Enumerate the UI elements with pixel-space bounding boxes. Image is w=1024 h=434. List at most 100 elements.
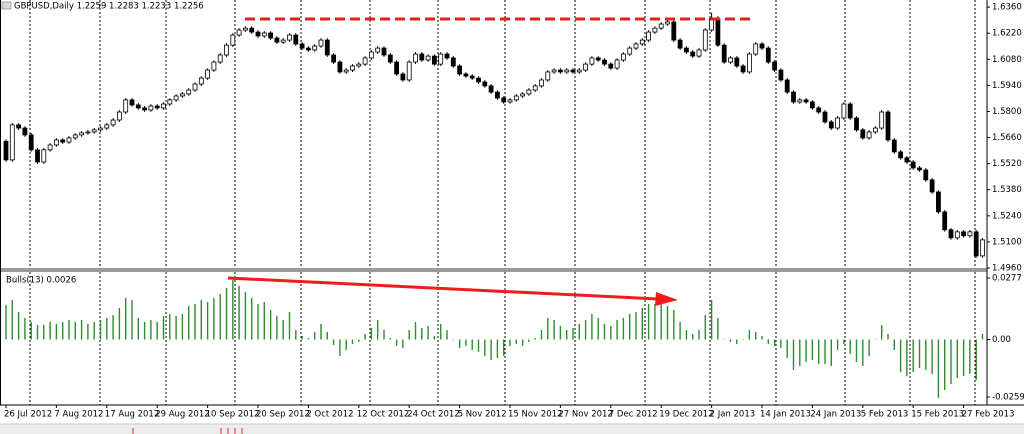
candle-body [47,144,53,151]
candle-body [242,27,248,31]
candle-body [778,69,784,81]
candle-body [318,39,324,47]
candle-body [255,31,261,37]
candle-body [60,139,66,143]
candle-body [22,127,28,136]
x-tick-label: 7 Dec 2012 [609,410,658,420]
x-tick-label: 5 Nov 2012 [458,410,507,420]
candle-body [652,27,658,33]
candle-body [810,101,815,109]
candle-body [740,65,746,73]
candle-body [551,69,557,73]
candle-body [419,53,425,61]
candle-body [198,77,204,85]
candle-body [249,27,255,33]
candle-body [791,91,796,103]
candle-body [179,93,185,97]
candle-body [765,47,771,63]
x-tick-label: 2 Oct 2012 [306,410,353,420]
y-tick-label: 1.5800 [992,107,1022,117]
candle-body [923,169,929,181]
candle-body [772,61,777,71]
candle-body [173,95,179,101]
candle-body [236,29,242,36]
candle-body [936,191,941,213]
candle-body [917,167,922,171]
candle-body [476,77,481,83]
x-tick-label: 5 Feb 2013 [861,410,909,420]
candle-body [576,69,582,73]
candle-body [910,161,916,169]
candle-body [394,61,400,75]
candle-body [482,81,488,87]
indicator-panel [5,279,984,398]
candle-body [104,124,110,129]
candle-body [312,45,318,51]
candle-body [129,99,135,106]
candle-body [898,151,903,159]
x-tick-label: 7 Aug 2012 [54,410,103,420]
candle-body [368,51,374,59]
candle-body [684,47,689,53]
x-tick-label: 14 Jan 2013 [760,410,811,420]
candle-body [343,69,349,73]
candle-body [520,93,525,97]
candle-body [350,65,355,71]
candle-body [621,53,626,61]
indicator-title: Bulls(13) 0.0026 [6,276,76,286]
candle-body [457,65,463,75]
candle-body [614,59,620,69]
x-tick-label: 15 Nov 2012 [508,410,562,420]
candle-body [167,99,173,105]
candle-body [400,73,406,81]
candle-body [715,17,721,46]
x-tick-label: 29 Aug 2012 [155,410,209,420]
x-tick-label: 10 Sep 2012 [206,410,260,420]
candle-body [627,47,633,55]
candle-body [16,124,22,129]
candle-body [564,69,570,73]
candle-body [375,47,381,53]
candle-body [117,111,122,121]
candle-body [583,63,588,71]
candle-body [431,55,437,65]
candle-body [803,99,809,103]
candle-body [835,117,840,129]
candle-body [28,134,34,151]
x-tick-label: 24 Oct 2012 [407,410,460,420]
candle-body [261,32,267,37]
candle-body [570,69,576,73]
candle-body [828,121,834,129]
candle-body [728,57,733,63]
candle-body [658,23,664,29]
candle-body [646,31,651,41]
x-tick-label: 26 Jul 2012 [4,410,52,420]
candle-body [463,73,469,77]
candle-body [135,104,141,109]
candle-body [287,34,292,41]
candle-body [217,54,223,63]
candle-body [866,131,872,139]
candle-body [268,32,274,39]
candle-body [154,105,160,109]
candle-body [224,44,229,56]
candle-body [72,134,78,139]
candle-body [841,103,847,119]
price-panel [3,12,985,258]
chart-title: GBPUSD,Daily 1.2259 1.2283 1.2233 1.2256 [14,2,204,12]
candle-body [595,57,601,61]
candle-body [230,34,236,46]
candle-body [280,39,286,43]
candle-body [507,99,513,103]
candle-body [602,59,607,65]
candle-body [148,105,154,111]
y-tick-label: 1.5660 [992,133,1022,143]
candle-body [293,34,299,45]
tab-markers [132,428,243,434]
y-tick-label: 1.6220 [992,29,1022,39]
candle-body [79,132,84,136]
candle-body [558,69,563,73]
candle-body [797,99,803,103]
candle-body [847,103,853,119]
